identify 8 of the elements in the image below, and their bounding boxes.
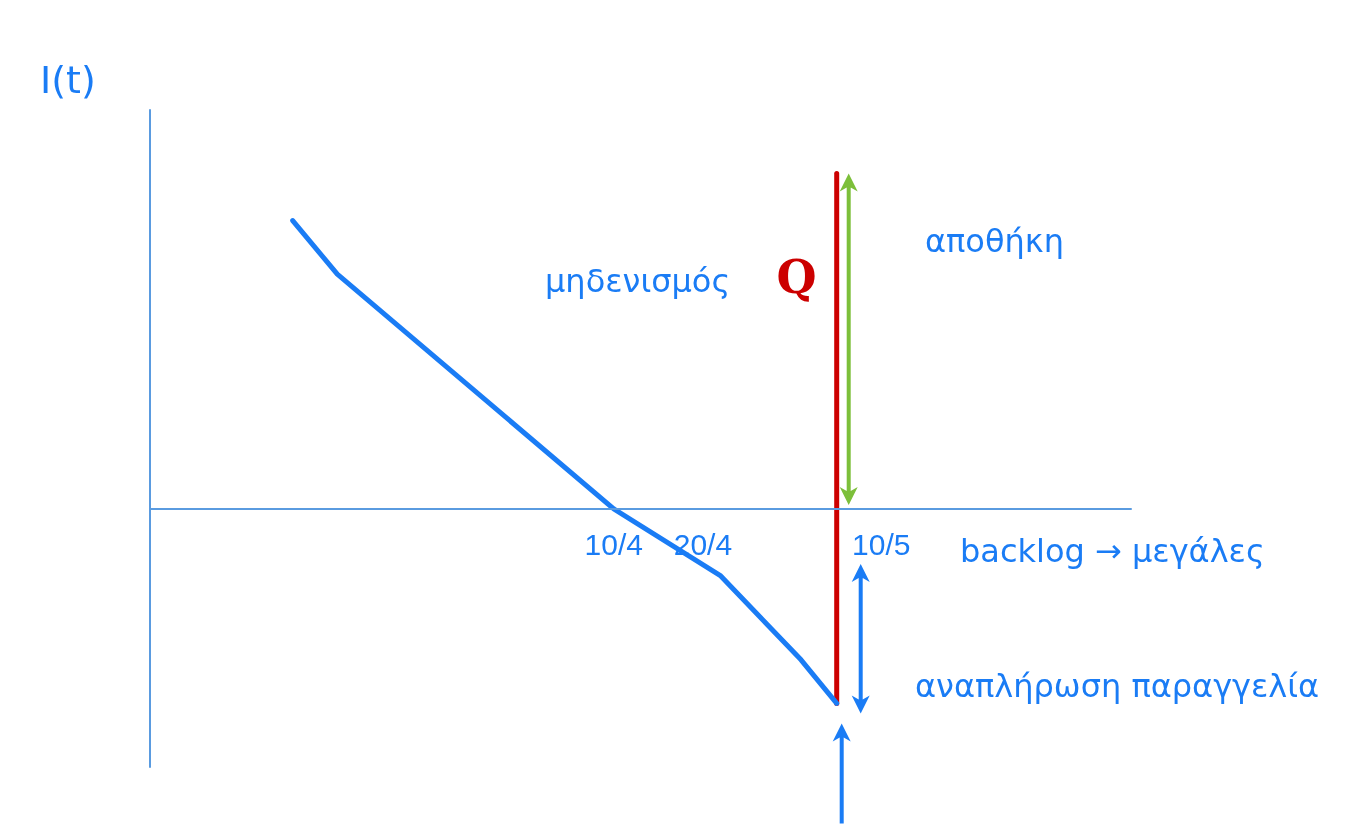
x-tick-label: 10/4 — [584, 528, 643, 562]
annotation: μηδενισμός — [545, 262, 731, 301]
annotation: αποθήκη — [925, 222, 1064, 261]
annotation: backlog → μεγάλες — [960, 532, 1265, 571]
x-tick-label: 10/5 — [852, 528, 911, 562]
series-label: Q — [776, 249, 817, 304]
y-axis-title: I(t) — [40, 57, 96, 102]
annotation: αναπλήρωση παραγγελία — [915, 667, 1320, 706]
